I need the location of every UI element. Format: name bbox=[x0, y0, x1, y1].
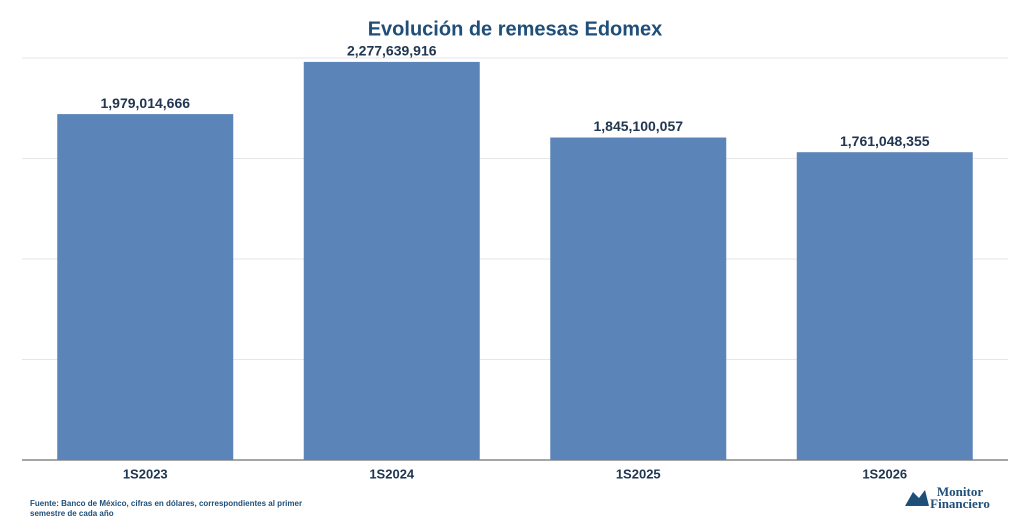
x-tick-label: 1S2024 bbox=[369, 466, 415, 481]
source-note: Fuente: Banco de México, cifras en dólar… bbox=[30, 499, 303, 518]
x-tick-label: 1S2026 bbox=[862, 466, 907, 481]
value-label: 1,979,014,666 bbox=[100, 95, 190, 111]
bar bbox=[550, 137, 727, 460]
logo-text: Financiero bbox=[930, 496, 990, 511]
chart-title: Evolución de remesas Edomex bbox=[368, 18, 663, 40]
bar bbox=[57, 114, 234, 460]
logo-icon bbox=[905, 490, 929, 506]
value-label: 1,761,048,355 bbox=[840, 133, 930, 149]
value-label: 1,845,100,057 bbox=[593, 118, 683, 134]
logo-text: Monitor bbox=[937, 484, 983, 499]
value-label: 2,277,639,916 bbox=[347, 43, 437, 59]
bar bbox=[303, 61, 480, 461]
x-tick-label: 1S2025 bbox=[616, 466, 661, 481]
x-tick-label: 1S2023 bbox=[123, 466, 168, 481]
logo: Monitor Financiero bbox=[905, 484, 990, 511]
bar bbox=[796, 152, 973, 460]
